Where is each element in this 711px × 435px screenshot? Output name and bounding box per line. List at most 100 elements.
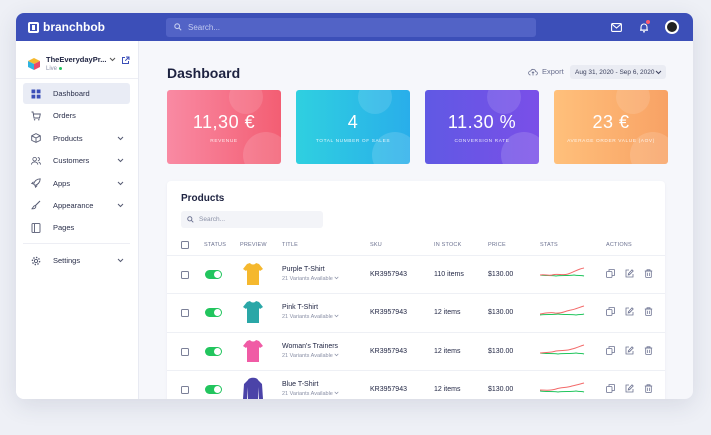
edit-icon[interactable] — [625, 384, 634, 393]
variants-dropdown[interactable]: 21 Variants Available — [282, 391, 339, 397]
sidebar-item-customers[interactable]: Customers — [23, 150, 130, 171]
chevron-down-icon — [334, 353, 339, 357]
rocket-icon — [31, 178, 41, 189]
product-title[interactable]: Purple T-Shirt — [282, 266, 325, 273]
row-checkbox[interactable] — [181, 309, 189, 317]
brand-logo-icon — [28, 21, 39, 33]
trash-icon[interactable] — [644, 307, 653, 316]
sidebar-item-dashboard[interactable]: Dashboard — [23, 83, 130, 104]
card-label: Average order value (AOV) — [567, 139, 655, 144]
row-checkbox[interactable] — [181, 348, 189, 356]
card-value: 11,30 € — [192, 112, 256, 132]
search-icon — [174, 23, 182, 31]
table-row[interactable]: Woman's Trainers 21 Variants Available K… — [167, 332, 665, 370]
status-toggle[interactable] — [205, 347, 222, 356]
store-switcher[interactable]: TheEverydayPr... Live — [16, 41, 138, 79]
product-title[interactable]: Pink T-Shirt — [282, 304, 319, 311]
brand-logo[interactable]: branchbob — [28, 20, 166, 34]
conversion-rate-card: 11.30 % Conversion rate — [425, 90, 539, 164]
column-preview: PREVIEW — [240, 242, 267, 248]
copy-icon[interactable] — [606, 307, 615, 316]
column-actions: ACTIONS — [606, 242, 632, 248]
sidebar-item-label: Customers — [53, 156, 90, 166]
date-range-value: Aug 31, 2020 - Sep 6, 2020 — [575, 68, 655, 76]
sidebar-item-products[interactable]: Products — [23, 128, 130, 149]
chevron-down-icon — [110, 57, 116, 62]
chevron-down-icon — [334, 391, 339, 395]
column-in-stock: IN STOCK — [434, 242, 462, 248]
trash-icon[interactable] — [644, 346, 653, 355]
status-toggle[interactable] — [205, 270, 222, 279]
date-range-select[interactable]: Aug 31, 2020 - Sep 6, 2020 — [570, 65, 666, 79]
search-icon — [187, 216, 194, 223]
aov-card: 23 € Average order value (AOV) — [554, 90, 668, 164]
user-avatar[interactable] — [665, 20, 679, 34]
revenue-card: 11,30 € Revenue — [167, 90, 281, 164]
box-icon — [31, 133, 41, 144]
sidebar-item-label: Products — [53, 133, 83, 143]
product-image — [243, 377, 263, 399]
sidebar-item-label: Orders — [53, 111, 76, 121]
sidebar-item-orders[interactable]: Orders — [23, 105, 130, 126]
stats-sparkline — [540, 344, 585, 355]
status-toggle[interactable] — [205, 308, 222, 317]
mail-icon[interactable] — [609, 20, 623, 34]
sidebar-item-label: Dashboard — [53, 89, 90, 98]
cart-icon — [31, 111, 41, 121]
sidebar-item-appearance[interactable]: Appearance — [23, 195, 130, 216]
brand-name: branchbob — [43, 20, 105, 34]
trash-icon[interactable] — [644, 269, 653, 278]
product-sku: KR3957943 — [370, 386, 407, 393]
dashboard-grid-icon — [31, 89, 41, 99]
variants-dropdown[interactable]: 21 Variants Available — [282, 314, 339, 320]
main-content: Dashboard Export Aug 31, 2020 - Sep 6, 2… — [140, 41, 693, 399]
edit-icon[interactable] — [625, 346, 634, 355]
sidebar-item-pages[interactable]: Pages — [23, 217, 130, 238]
products-panel: Products Search... STATUS PREVIEW TITLE … — [167, 181, 665, 399]
store-name: TheEverydayPr... — [46, 55, 107, 64]
table-row[interactable]: Purple T-Shirt 21 Variants Available KR3… — [167, 255, 665, 293]
copy-icon[interactable] — [606, 384, 615, 393]
chevron-down-icon — [117, 181, 124, 185]
row-checkbox[interactable] — [181, 386, 189, 394]
sidebar-item-settings[interactable]: Settings — [23, 250, 130, 271]
product-stock: 12 items — [434, 309, 461, 316]
card-label: Revenue — [210, 139, 238, 144]
table-row[interactable]: Blue T-Shirt 21 Variants Available KR395… — [167, 370, 665, 399]
column-price: PRICE — [488, 242, 506, 248]
chevron-down-icon — [334, 276, 339, 280]
bell-icon[interactable] — [637, 20, 651, 34]
product-title[interactable]: Woman's Trainers — [282, 343, 339, 350]
status-dot-icon — [59, 66, 63, 70]
products-search-input[interactable]: Search... — [181, 211, 323, 228]
users-icon — [31, 156, 41, 166]
card-decoration — [616, 90, 650, 114]
global-search-input[interactable]: Search... — [166, 17, 536, 37]
store-cube-icon — [28, 57, 40, 70]
copy-icon[interactable] — [606, 346, 615, 355]
variants-label: 21 Variants Available — [282, 353, 333, 359]
sidebar-item-label: Pages — [53, 223, 75, 233]
card-decoration — [630, 132, 668, 164]
select-all-checkbox[interactable] — [181, 241, 189, 249]
top-bar: branchbob Search... — [16, 13, 693, 41]
chevron-down-icon — [117, 136, 124, 140]
product-title[interactable]: Blue T-Shirt — [282, 381, 319, 388]
column-sku: SKU — [370, 242, 382, 248]
card-value: 4 — [347, 112, 359, 132]
row-checkbox[interactable] — [181, 271, 189, 279]
export-button[interactable]: Export — [528, 67, 564, 76]
edit-icon[interactable] — [625, 269, 634, 278]
edit-icon[interactable] — [625, 307, 634, 316]
table-header: STATUS PREVIEW TITLE SKU IN STOCK PRICE … — [167, 239, 665, 253]
variants-dropdown[interactable]: 21 Variants Available — [282, 276, 339, 282]
sidebar-item-apps[interactable]: Apps — [23, 173, 130, 194]
card-value: 11.30 % — [447, 112, 517, 132]
trash-icon[interactable] — [644, 384, 653, 393]
variants-dropdown[interactable]: 21 Variants Available — [282, 353, 339, 359]
table-row[interactable]: Pink T-Shirt 21 Variants Available KR395… — [167, 293, 665, 331]
sidebar-divider — [23, 243, 130, 245]
external-link-icon[interactable] — [121, 56, 130, 65]
status-toggle[interactable] — [205, 385, 222, 394]
copy-icon[interactable] — [606, 269, 615, 278]
